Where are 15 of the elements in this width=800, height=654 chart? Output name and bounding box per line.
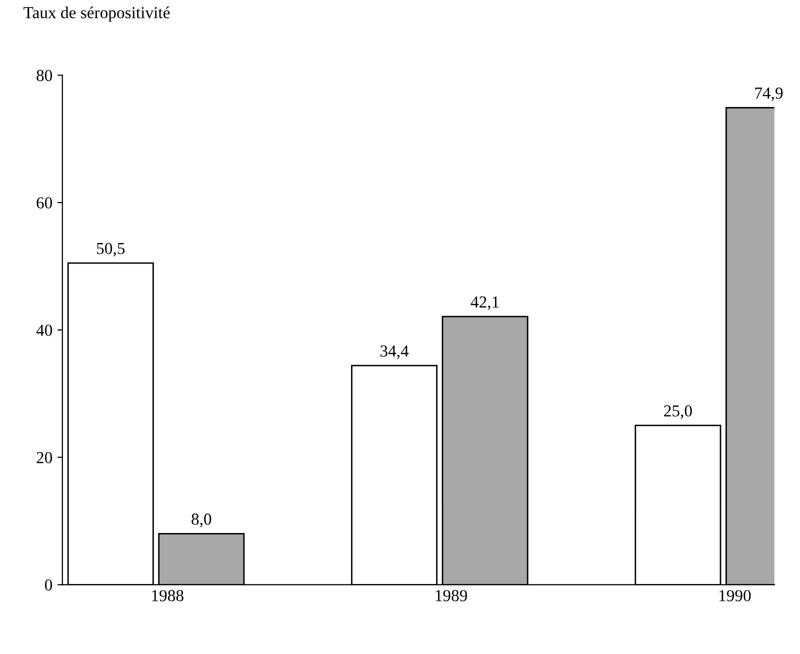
- data-label: 8,0: [192, 514, 212, 528]
- y-tick-label: 0: [44, 579, 52, 591]
- x-tick-label: 1990: [719, 590, 751, 602]
- data-label: 25,0: [664, 405, 692, 419]
- y-tick-label: 60: [36, 197, 52, 209]
- y-tick-label: 20: [36, 452, 52, 464]
- data-label: 50,5: [97, 242, 125, 257]
- data-label: 74,9: [755, 88, 783, 102]
- data-label: 34,4: [380, 345, 409, 360]
- x-tick-label: 1988: [152, 590, 184, 602]
- data-label: 42,1: [470, 296, 499, 310]
- x-tick-label: 1989: [436, 590, 468, 602]
- y-tick-label: 40: [36, 324, 52, 336]
- y-axis-title: Taux de séropositivité: [24, 6, 170, 22]
- y-tick-label: 80: [36, 70, 52, 82]
